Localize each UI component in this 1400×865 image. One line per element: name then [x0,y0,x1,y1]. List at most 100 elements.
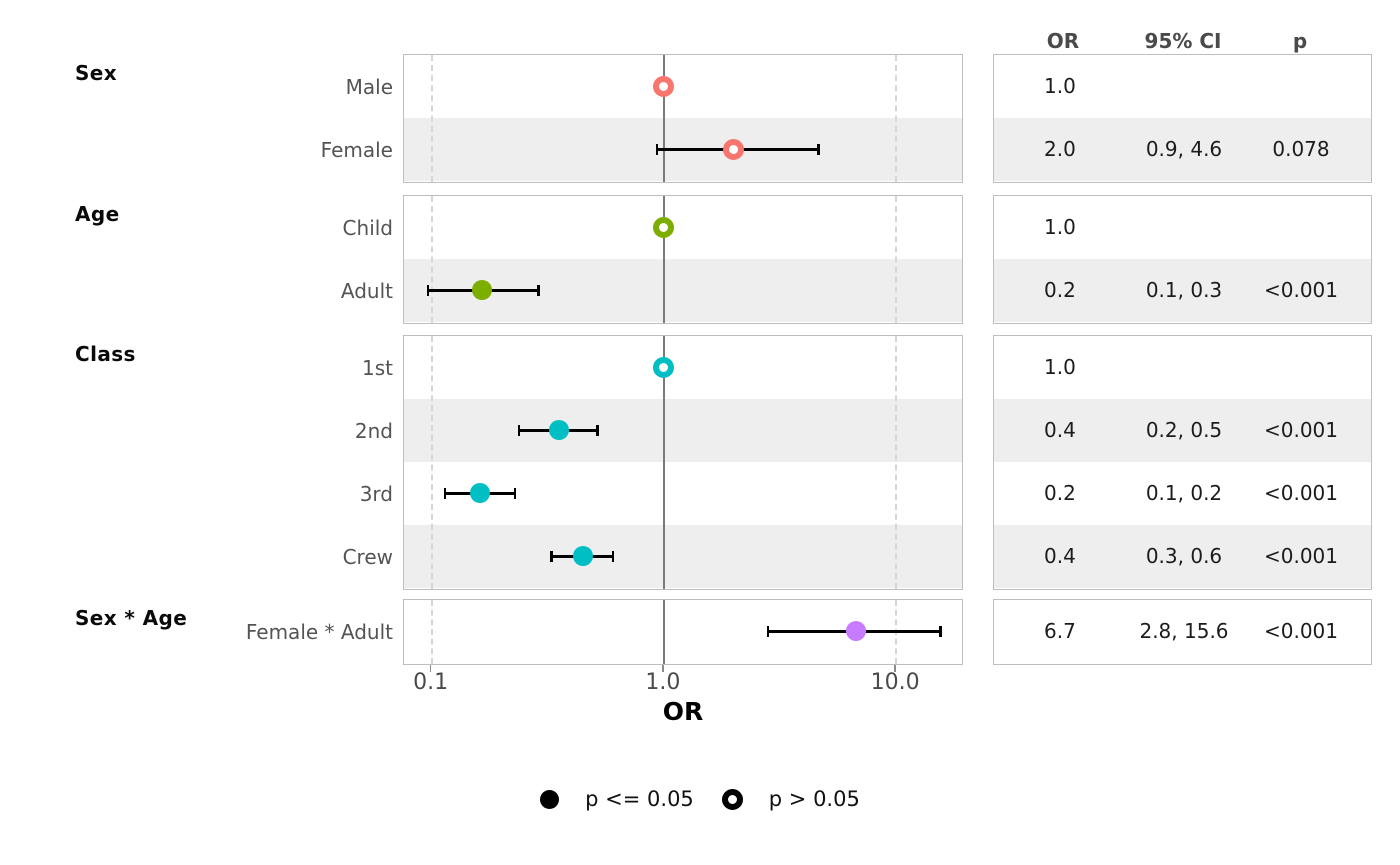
ci-cap [766,625,770,637]
ci-value: 2.8, 15.6 [1139,619,1229,643]
ci-cap [517,424,521,436]
gridline [430,195,433,323]
group-label-sex-age: Sex * Age [75,606,188,630]
group-label-sex: Sex [75,61,118,85]
legend: p <= 0.05 p > 0.05 [0,783,1400,815]
x-tick-label: 10.0 [870,670,920,695]
row-label-female: Female [320,137,393,162]
ci-cap [611,550,615,562]
legend-item-nonsignificant: p > 0.05 [721,787,860,811]
table-panel-class: 1.0 0.4 0.2, 0.5 <0.001 0.2 0.1, 0.2 <0.001 0.4… [993,334,1372,590]
table-panel-age: 1.0 0.2 0.1, 0.3 <0.001 [993,194,1372,324]
row-stripe [404,398,962,462]
ci-cap [537,284,540,296]
ci-value: 0.9, 4.6 [1145,137,1223,161]
gridline [895,335,898,589]
plot-panel-sex [403,53,963,183]
p-value: <0.001 [1263,418,1338,442]
row-label-crew: Crew [342,544,393,569]
col-header-or: OR [1046,29,1080,53]
p-value [1236,336,1366,399]
x-axis-title: OR [662,697,704,726]
col-header-p: p [1292,29,1308,53]
row-stripe [994,117,1371,181]
table-panel-sex-age: 6.7 2.8, 15.6 <0.001 [993,598,1372,665]
row-label-female-adult: Female * Adult [245,619,393,644]
point-marker-filled [470,483,491,503]
ci-cap [817,143,820,155]
ci-cap [513,487,517,499]
point-marker-open [723,138,745,160]
ci-cap [655,143,659,155]
or-value: 1.0 [1044,215,1076,239]
gridline [430,599,433,664]
row-label-child: Child [342,215,393,240]
or-value: 0.4 [1044,418,1076,442]
row-stripe [994,524,1371,588]
row-stripe [404,524,962,588]
ci-value: 0.1, 0.2 [1145,481,1223,505]
row-label-male: Male [345,74,393,99]
legend-item-significant: p <= 0.05 [540,787,694,811]
row-stripe [994,258,1371,322]
ci-cap [443,487,447,499]
or-value: 0.2 [1044,481,1076,505]
legend-open-circle-icon [721,788,743,810]
table-panel-sex: 1.0 2.0 0.9, 4.6 0.078 [993,53,1372,183]
p-value: <0.001 [1263,278,1338,302]
point-marker-filled [472,280,493,300]
legend-label-significant: p <= 0.05 [585,787,694,811]
row-label-1st: 1st [362,355,393,380]
row-label-2nd: 2nd [354,418,393,443]
reference-line [662,54,666,182]
plot-panel-age [403,194,963,324]
x-tick-label: 0.1 [413,670,449,695]
point-marker-open [653,216,675,238]
point-marker-open [653,356,675,378]
or-value: 1.0 [1044,355,1076,379]
p-value: <0.001 [1263,481,1338,505]
point-marker-filled [548,420,569,440]
ci-cap [939,625,942,637]
or-value: 2.0 [1044,137,1076,161]
x-tick [894,665,896,672]
ci-cap [426,284,430,296]
p-value: <0.001 [1263,619,1338,643]
ci-value: 0.1, 0.3 [1145,278,1223,302]
point-marker-filled [572,546,593,566]
point-marker-open [653,75,675,97]
row-label-3rd: 3rd [359,481,393,506]
p-value [1236,196,1366,259]
reference-line [662,195,666,323]
ci-cap [550,550,553,562]
reference-line [662,335,666,589]
or-value: 0.4 [1044,544,1076,568]
group-label-age: Age [75,202,120,226]
row-label-adult: Adult [340,278,393,303]
p-value [1236,55,1366,118]
ci-value: 0.3, 0.6 [1145,544,1223,568]
plot-panel-sex-age [403,598,963,665]
legend-filled-circle-icon [540,789,560,809]
or-value: 6.7 [1044,619,1076,643]
col-header-ci: 95% CI [1144,29,1222,53]
p-value: <0.001 [1263,544,1338,568]
x-tick-label: 1.0 [645,670,681,695]
reference-line [662,599,666,664]
gridline [430,335,433,589]
x-tick [662,665,664,672]
plot-panel-class [403,334,963,590]
x-tick [429,665,432,672]
gridline [430,54,433,182]
or-value: 0.2 [1044,278,1076,302]
legend-label-nonsignificant: p > 0.05 [768,787,860,811]
gridline [895,195,898,323]
ci-value: 0.2, 0.5 [1145,418,1223,442]
group-label-class: Class [75,342,136,366]
gridline [895,54,898,182]
p-value: 0.078 [1272,137,1330,161]
row-stripe [994,398,1371,462]
or-value: 1.0 [1044,74,1076,98]
point-marker-filled [845,621,866,641]
